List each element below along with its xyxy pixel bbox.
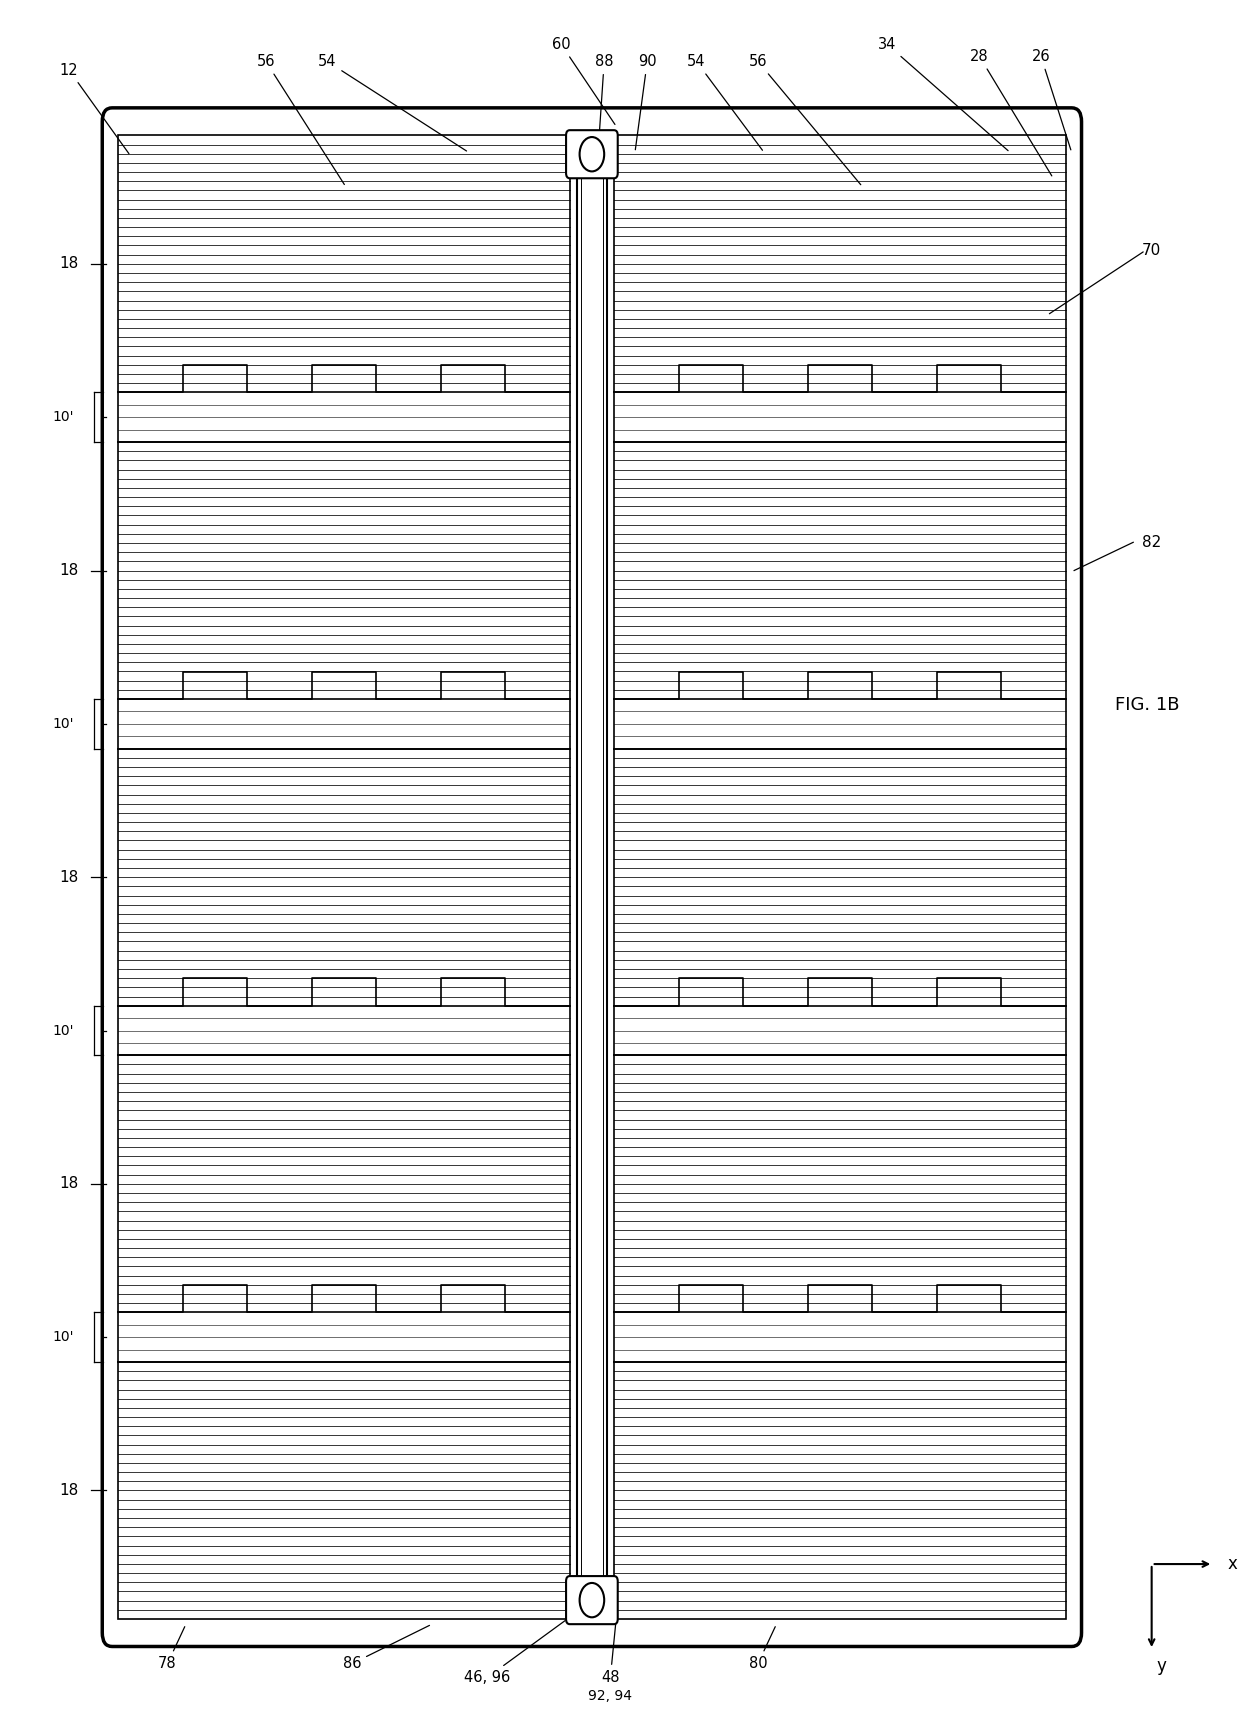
Text: 18: 18 [60, 1483, 78, 1498]
Bar [118, 442, 569, 698]
FancyBboxPatch shape [102, 108, 1081, 1646]
Text: 48: 48 [601, 1619, 620, 1686]
Text: 90: 90 [635, 53, 656, 150]
Bar [614, 136, 1065, 392]
Text: 56: 56 [257, 53, 345, 184]
Text: FIG. 1B: FIG. 1B [1115, 697, 1179, 714]
Text: 92, 94: 92, 94 [588, 1689, 632, 1703]
Text: 78: 78 [159, 1627, 185, 1672]
Text: 26: 26 [1032, 48, 1071, 150]
Text: 54: 54 [687, 53, 763, 150]
FancyBboxPatch shape [567, 131, 618, 179]
Text: 46, 96: 46, 96 [464, 1620, 565, 1686]
Bar [118, 1056, 569, 1312]
Text: 10': 10' [52, 409, 73, 425]
Text: 60: 60 [552, 36, 615, 124]
Text: 12: 12 [60, 62, 129, 153]
Text: x: x [1228, 1555, 1238, 1574]
Text: 86: 86 [342, 1625, 429, 1672]
Bar [577, 136, 606, 1581]
Text: 18: 18 [60, 562, 78, 578]
Text: 34: 34 [878, 36, 1008, 151]
Text: 10': 10' [52, 717, 73, 731]
Text: 10': 10' [52, 1330, 73, 1343]
Text: 28: 28 [970, 48, 1052, 175]
Text: 18: 18 [60, 870, 78, 884]
FancyBboxPatch shape [567, 1576, 618, 1624]
Circle shape [579, 138, 604, 172]
Bar [118, 1362, 569, 1619]
Text: 82: 82 [1142, 535, 1162, 550]
Bar [614, 1362, 1065, 1619]
Text: y: y [1157, 1656, 1167, 1675]
Text: 54: 54 [319, 53, 466, 151]
Bar [118, 136, 569, 392]
Bar [614, 1056, 1065, 1312]
Text: 18: 18 [60, 1176, 78, 1192]
Text: 70: 70 [1142, 243, 1162, 258]
Bar [614, 442, 1065, 698]
Bar [118, 748, 569, 1006]
Text: 56: 56 [749, 53, 861, 184]
Bar [614, 748, 1065, 1006]
Text: 80: 80 [749, 1627, 775, 1672]
Text: 88: 88 [595, 53, 614, 150]
Circle shape [579, 1582, 604, 1617]
Text: 10': 10' [52, 1023, 73, 1037]
Text: 18: 18 [60, 256, 78, 272]
